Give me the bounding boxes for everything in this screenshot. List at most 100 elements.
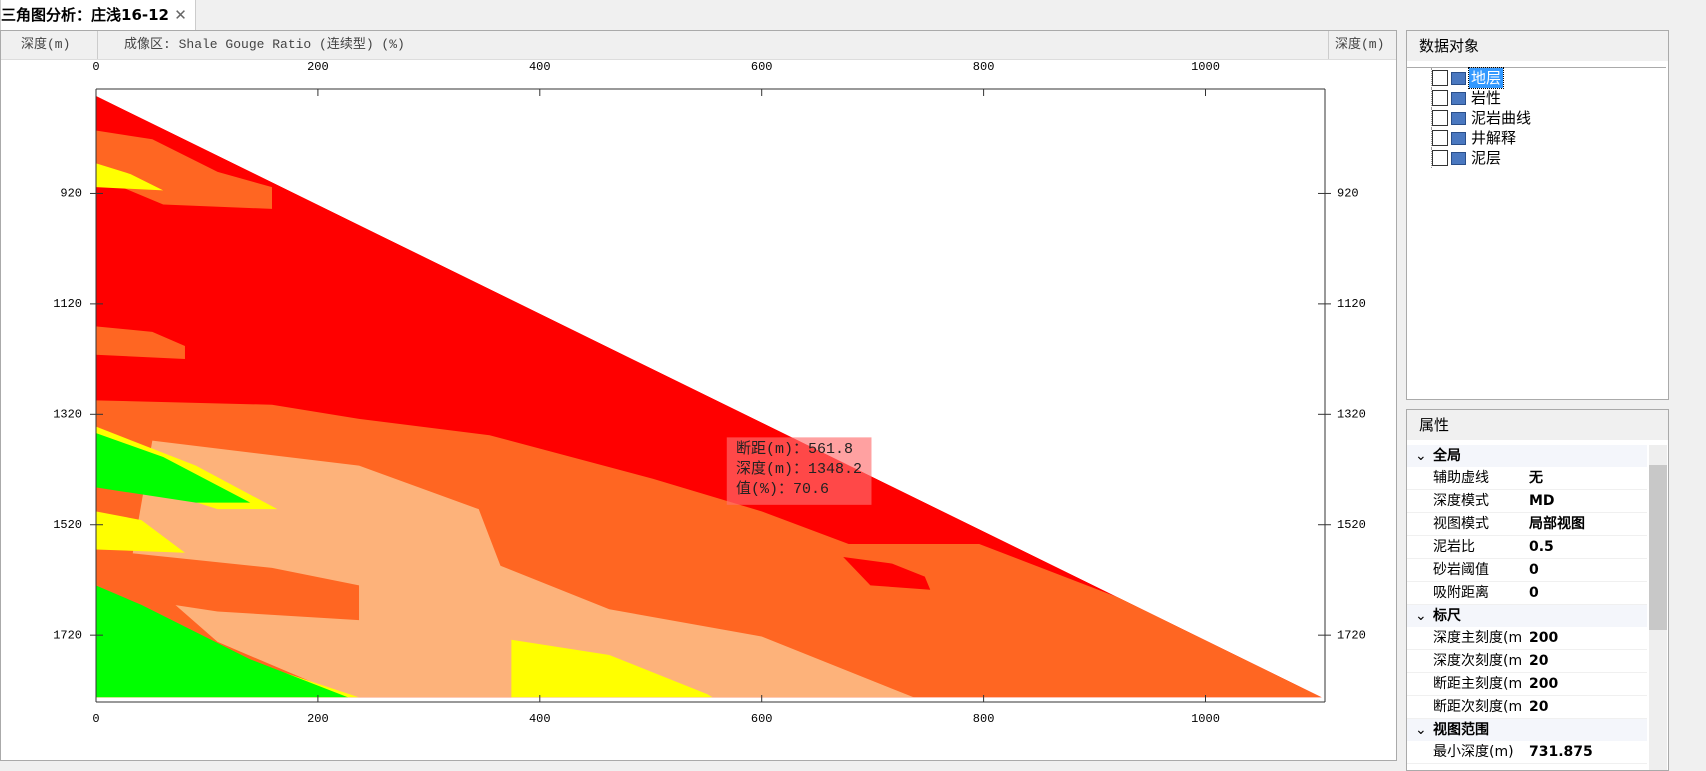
property-key: 深度主刻度(m [1433, 630, 1523, 646]
x-tick-label: 800 [973, 712, 995, 726]
panel-title: 属性 [1407, 410, 1668, 440]
property-row: 深度主刻度(m 200 [1407, 627, 1647, 650]
y-tick-label: 1120 [1337, 297, 1366, 311]
checkbox[interactable] [1432, 90, 1448, 106]
property-key: 泥岩比 [1433, 539, 1475, 555]
y-tick-label: 1320 [1337, 407, 1366, 421]
property-key: 断距主刻度(m [1433, 676, 1523, 692]
property-key: 砂岩阈值 [1433, 562, 1489, 578]
property-row: 砂岩阈值 0 [1407, 559, 1647, 582]
left-header: 深度(m) [21, 37, 71, 52]
property-value: 200 [1529, 630, 1559, 646]
expander: ⌄ [1415, 722, 1427, 738]
tooltip [726, 437, 872, 505]
checkbox[interactable] [1432, 110, 1448, 126]
x-tick-label: 600 [751, 60, 773, 74]
x-tick-label: 200 [307, 712, 329, 726]
x-tick-label: 400 [529, 712, 551, 726]
tree-item[interactable]: 泥岩曲线 [1431, 108, 1652, 128]
property-key: 深度次刻度(m [1433, 653, 1523, 669]
plot: 0 0 200 200 400 400 600 600 800 800 1000 1000 920 920… [53, 60, 1366, 726]
property-key: 最小深度(m) [1433, 744, 1514, 760]
y-tick-label: 1520 [1337, 518, 1366, 532]
group-name: 全局 [1433, 448, 1461, 464]
property-value: 无 [1529, 470, 1543, 486]
item-label: 泥层 [1471, 149, 1502, 167]
expander: ⌄ [1415, 448, 1427, 464]
x-tick-label: 1000 [1191, 712, 1220, 726]
property-value: 731.875 [1529, 744, 1593, 760]
property-row: 辅助虚线 无 [1407, 467, 1647, 490]
property-value: 200 [1529, 676, 1559, 692]
item-label: 岩性 [1471, 89, 1502, 107]
panel-title: 数据对象 [1407, 31, 1668, 61]
group-name: 视图范围 [1433, 722, 1489, 738]
y-tick-label: 1720 [1337, 628, 1366, 642]
tooltip-line: 深度(m)：1348.2 [736, 460, 862, 478]
x-tick-label: 800 [973, 60, 995, 74]
scrollbar[interactable] [1649, 445, 1667, 770]
y-tick-label: 1520 [53, 518, 82, 532]
heatmap [95, 95, 1322, 698]
tab[interactable]: 三角图分析：庄浅16-12 ✕ [0, 0, 196, 31]
property-value: 0.5 [1529, 539, 1554, 555]
x-tick-label: 0 [92, 712, 99, 726]
property-key: 视图模式 [1433, 516, 1489, 532]
property-key: 深度模式 [1433, 493, 1489, 509]
property-group[interactable]: ⌄ 全局 [1407, 445, 1647, 467]
property-key: 断距次刻度(m [1433, 699, 1523, 715]
property-row: 断距次刻度(m 20 [1407, 696, 1647, 719]
tree-item[interactable]: 井解释 [1431, 128, 1652, 148]
property-row: 深度次刻度(m 20 [1407, 650, 1647, 673]
tooltip-line: 值(%)：70.6 [736, 480, 829, 498]
data-objects-panel: 数据对象 地层 岩性泥岩曲线井解释泥层 [1406, 30, 1669, 400]
icon [1451, 92, 1466, 105]
item-label: 地层 [1467, 67, 1505, 89]
property-row: 吸附距离 0 [1407, 582, 1647, 605]
property-value: 20 [1529, 699, 1549, 715]
x-tick-label: 1000 [1191, 60, 1220, 74]
tab-title: 三角图分析：庄浅16-12 [1, 6, 169, 24]
properties-panel: 属性 ⌄ 全局 辅助虚线无深度模式 MD 视图模式 局部视图 泥岩比 0.5 砂岩阈值 0 吸附距离… [1406, 409, 1669, 771]
property-row: 泥岩比 0.5 [1407, 536, 1647, 559]
icon [1451, 112, 1466, 125]
tree-item[interactable]: 泥层 [1431, 148, 1652, 168]
y-tick-label: 920 [1337, 187, 1359, 201]
chart-header: 深度(m) 成像区: Shale Gouge Ratio (连续型) (%) 深… [1, 31, 1396, 60]
x-tick-label: 600 [751, 712, 773, 726]
icon [1451, 132, 1466, 145]
property-key: 辅助虚线 [1433, 470, 1489, 486]
checkbox[interactable] [1432, 130, 1448, 146]
property-value: 0 [1529, 585, 1539, 601]
y-tick-label: 1320 [53, 407, 82, 421]
right-header: 深度(m) [1328, 31, 1384, 59]
item-label: 泥岩曲线 [1471, 109, 1532, 127]
y-tick-label: 1720 [53, 628, 82, 642]
icon [1451, 152, 1466, 165]
tooltip-line: 断距(m)：561.8 [736, 440, 853, 458]
property-row: 深度模式 MD [1407, 490, 1647, 513]
tree-item[interactable]: 地层 [1431, 67, 1652, 89]
property-value: MD [1529, 493, 1555, 509]
y-tick-label: 1120 [53, 297, 82, 311]
property-row: 最小深度(m) 731.875 [1407, 741, 1647, 764]
tree: 地层 岩性泥岩曲线井解释泥层 [1407, 67, 1666, 398]
x-tick-label: 0 [92, 60, 99, 74]
property-group[interactable]: ⌄ 标尺 [1407, 605, 1647, 627]
property-value: 20 [1529, 653, 1549, 669]
property-row: 视图模式 局部视图 [1407, 513, 1647, 536]
checkbox[interactable] [1432, 70, 1448, 86]
x-tick-label: 200 [307, 60, 329, 74]
checkbox[interactable] [1432, 150, 1448, 166]
group-name: 标尺 [1433, 608, 1461, 624]
item-label: 井解释 [1471, 129, 1517, 147]
property-key: 吸附距离 [1433, 585, 1489, 601]
property-group[interactable]: ⌄ 视图范围 [1407, 719, 1647, 741]
icon [1451, 72, 1466, 85]
y-tick-label: 920 [60, 187, 82, 201]
tree-item[interactable]: 岩性 [1431, 88, 1652, 108]
property-value: 局部视图 [1529, 516, 1585, 532]
property-value: 0 [1529, 562, 1539, 578]
property-row: 断距主刻度(m 200 [1407, 673, 1647, 696]
